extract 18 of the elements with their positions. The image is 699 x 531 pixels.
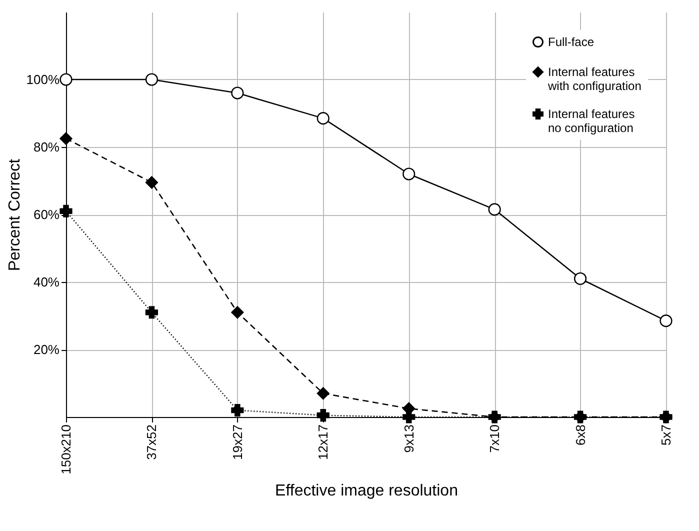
legend-label: Internal features no configuration bbox=[548, 107, 635, 135]
x-tick-label: 19x27 bbox=[230, 424, 245, 460]
legend-label: Internal features with configuration bbox=[547, 65, 642, 93]
legend-label: Full-face bbox=[548, 35, 594, 49]
x-tick-label: 9x13 bbox=[401, 424, 416, 453]
y-tick-label: 80% bbox=[33, 140, 60, 154]
x-tick-label: 6x8 bbox=[572, 424, 588, 446]
y-tick-label: 60% bbox=[33, 207, 60, 222]
x-tick-label: 7x10 bbox=[487, 424, 502, 453]
y-tick-label: 40% bbox=[33, 274, 60, 290]
x-axis-title: Effective image resolution bbox=[275, 482, 458, 500]
y-tick-label: 100% bbox=[26, 72, 60, 87]
y-tick-label: 20% bbox=[33, 342, 60, 357]
x-tick-label: 5x7 bbox=[658, 424, 674, 446]
x-tick-label: 37x52 bbox=[144, 424, 160, 460]
y-axis-title: Percent Correct bbox=[6, 158, 24, 272]
x-tick-label: 12x17 bbox=[316, 424, 331, 460]
x-tick-label: 150x210 bbox=[58, 424, 74, 474]
